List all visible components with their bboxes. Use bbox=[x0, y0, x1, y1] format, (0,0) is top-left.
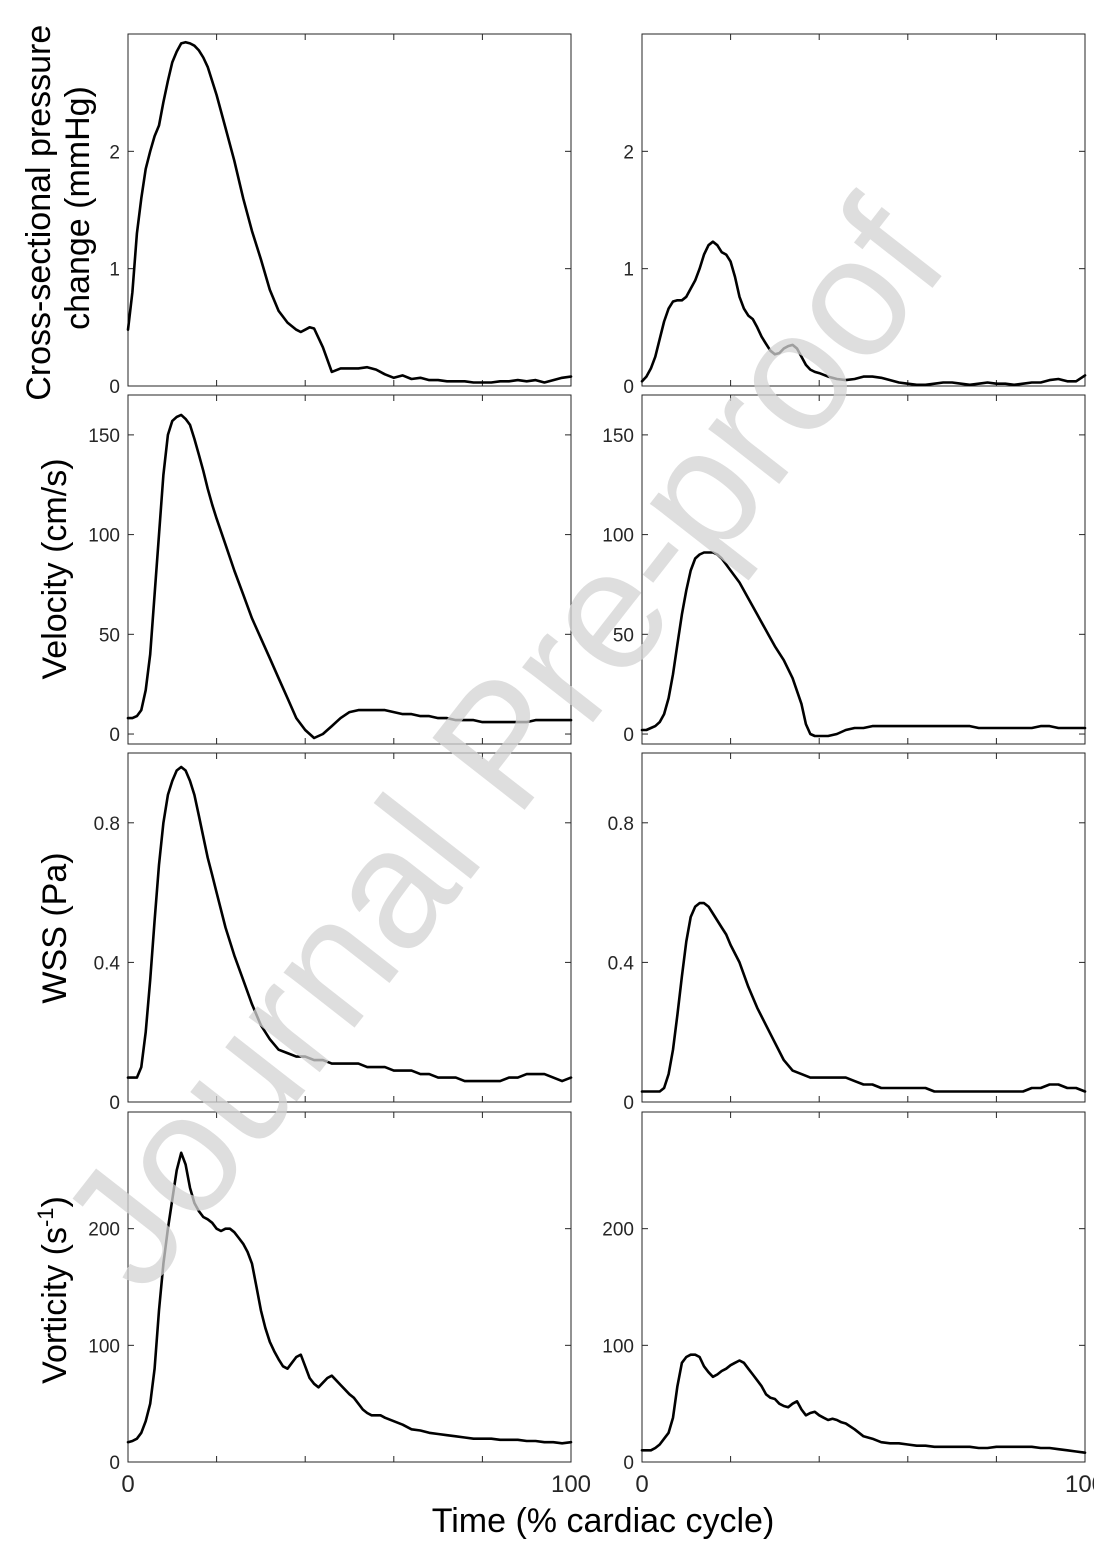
y-tick-label: 0.8 bbox=[94, 814, 120, 835]
y-axis-label-wss: WSS (Pa) bbox=[36, 852, 74, 1003]
panels: 0 1 2 0 1 2 0 50 100 150 0 50 100 150 0 0.4 0.8 0 0.4 0.8 0 1… bbox=[88, 33, 1094, 1498]
y-tick-label: 150 bbox=[88, 426, 120, 447]
y-tick-label: 0 bbox=[109, 1093, 120, 1114]
y-tick-label: 0 bbox=[109, 725, 120, 746]
plot-frame bbox=[127, 33, 572, 387]
y-axis-label-pressure-line2: change (mmHg) bbox=[59, 86, 97, 330]
panel-r0-c1: 0 1 2 bbox=[623, 33, 1087, 398]
y-tick-label: 0 bbox=[623, 1093, 634, 1114]
y-tick-label: 50 bbox=[613, 625, 634, 646]
y-tick-label: 0.4 bbox=[608, 953, 635, 974]
plot-frame bbox=[641, 1111, 1086, 1463]
plot-frame bbox=[127, 752, 572, 1103]
series-line bbox=[126, 40, 573, 384]
plot-frame bbox=[641, 752, 1086, 1103]
y-tick-label: 0.4 bbox=[94, 953, 121, 974]
y-tick-label: 100 bbox=[88, 1336, 120, 1357]
series-line bbox=[640, 1353, 1087, 1454]
y-tick-label: 200 bbox=[602, 1220, 634, 1241]
y-tick-label: 2 bbox=[623, 142, 634, 163]
x-tick-label: 100 bbox=[1065, 1471, 1094, 1498]
series-line bbox=[640, 551, 1087, 738]
y-axis-label-velocity: Velocity (cm/s) bbox=[36, 458, 74, 679]
y-tick-label: 0 bbox=[623, 725, 634, 746]
y-tick-label: 0.8 bbox=[608, 814, 634, 835]
series-line bbox=[640, 240, 1087, 387]
panel-r0-c0: 0 1 2 bbox=[109, 33, 573, 398]
y-tick-label: 100 bbox=[88, 526, 120, 547]
panel-r1-c0: 0 50 100 150 bbox=[88, 394, 573, 746]
x-tick-label: 0 bbox=[635, 1471, 648, 1498]
y-axis-label-pressure-line1: Cross-sectional pressure bbox=[20, 25, 58, 401]
panel-r2-c1: 0 0.4 0.8 bbox=[608, 752, 1087, 1114]
y-tick-label: 200 bbox=[88, 1220, 120, 1241]
y-tick-label: 0 bbox=[623, 1453, 634, 1474]
plot-frame bbox=[127, 394, 572, 745]
y-axis-label-pressure: Cross-sectional pressure change (mmHg) bbox=[20, 15, 97, 400]
x-axis-label: Time (% cardiac cycle) bbox=[432, 1502, 775, 1540]
y-tick-label: 0 bbox=[109, 377, 120, 398]
y-tick-label: 50 bbox=[99, 625, 120, 646]
x-tick-label: 0 bbox=[121, 1471, 134, 1498]
series-line bbox=[640, 901, 1087, 1093]
plot-frame bbox=[641, 394, 1086, 745]
y-tick-label: 100 bbox=[602, 1336, 634, 1357]
panel-r1-c1: 0 50 100 150 bbox=[602, 394, 1087, 746]
y-tick-label: 0 bbox=[623, 377, 634, 398]
y-tick-label: 150 bbox=[602, 426, 634, 447]
y-tick-label: 100 bbox=[602, 526, 634, 547]
panel-r3-c1: 0 100 200 0 100 bbox=[602, 1111, 1094, 1498]
y-tick-label: 1 bbox=[623, 260, 634, 281]
plot-frame bbox=[641, 33, 1086, 387]
y-axis-label-vorticity: Vorticity (s-1) bbox=[33, 1196, 74, 1384]
series-line bbox=[126, 413, 573, 740]
panel-r3-c0: 0 100 200 0 100 bbox=[88, 1111, 591, 1498]
y-tick-label: 1 bbox=[109, 260, 120, 281]
y-tick-label: 2 bbox=[109, 142, 120, 163]
x-tick-label: 100 bbox=[551, 1471, 591, 1498]
y-tick-label: 0 bbox=[109, 1453, 120, 1474]
series-line bbox=[126, 1151, 573, 1445]
plot-frame bbox=[127, 1111, 572, 1463]
panel-r2-c0: 0 0.4 0.8 bbox=[94, 752, 573, 1114]
series-line bbox=[126, 765, 573, 1083]
